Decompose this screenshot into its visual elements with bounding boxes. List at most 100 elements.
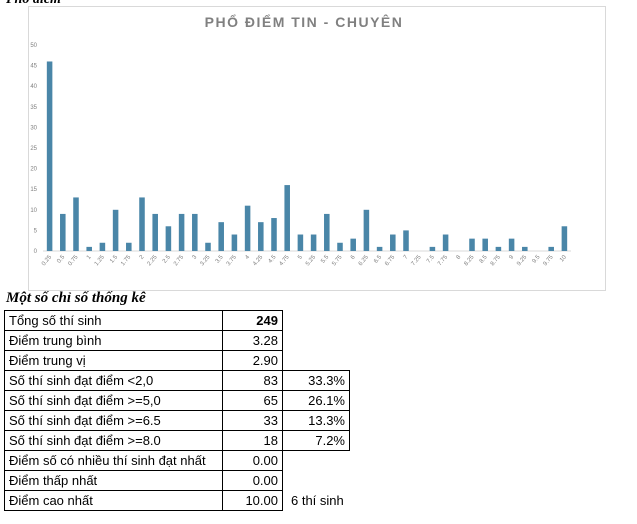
stat-label: Điểm cao nhất xyxy=(4,490,223,511)
stat-label: Số thí sinh đạt điểm >=5,0 xyxy=(4,390,223,411)
bar xyxy=(165,226,172,251)
stats-heading: Một số chỉ số thống kê xyxy=(6,290,146,306)
stat-value: 10.00 xyxy=(222,490,283,511)
x-axis: 0.25 0.5 0.75 1 1.25 1.5 1.75 2 2.25 2.5 2.75 3 3.25… xyxy=(41,254,568,267)
stat-value: 83 xyxy=(222,370,283,391)
stats-row: Số thí sinh đạt điểm >=8.0 18 7.2% xyxy=(4,430,350,451)
y-tick-label: 40 xyxy=(30,84,37,90)
stat-value: 0.00 xyxy=(222,450,283,471)
bar xyxy=(363,209,370,251)
stat-value: 18 xyxy=(222,430,283,451)
bar xyxy=(178,213,185,251)
stats-row: Điểm số có nhiều thí sinh đạt nhất 0.00 xyxy=(4,450,350,471)
x-tick-label: 3 xyxy=(192,254,199,261)
stat-label: Tổng số thí sinh xyxy=(4,310,223,331)
y-tick-label: 0 xyxy=(34,249,38,255)
x-tick-label: 0.5 xyxy=(56,254,66,265)
bar xyxy=(244,205,251,251)
stat-note: 6 thí sinh xyxy=(291,493,344,508)
x-tick-label: 6.5 xyxy=(373,254,383,265)
chart-container: PHỔ ĐIỂM TIN - CHUYÊN 0 5 10 15 20 25 30 35 40 45… xyxy=(28,6,606,291)
bar xyxy=(218,222,224,251)
x-tick-label: 5 xyxy=(297,254,304,261)
bar xyxy=(99,242,106,251)
bar xyxy=(258,222,264,251)
stat-label: Điểm trung vị xyxy=(4,350,223,371)
x-tick-label: 8.5 xyxy=(479,254,489,265)
stats-row: Số thí sinh đạt điểm >=6.5 33 13.3% xyxy=(4,410,350,431)
y-axis: 0 5 10 15 20 25 30 35 40 45 50 xyxy=(30,43,571,255)
bar xyxy=(284,185,290,251)
x-tick-label: 0.75 xyxy=(67,254,80,267)
stats-row: Điểm cao nhất 10.00 6 thí sinh xyxy=(4,490,350,511)
x-tick-label: 4 xyxy=(244,254,251,261)
stats-row: Điểm trung bình 3.28 xyxy=(4,330,350,351)
y-tick-label: 30 xyxy=(30,125,37,131)
x-tick-label: 1 xyxy=(86,254,93,261)
bar xyxy=(324,213,330,251)
bar xyxy=(495,246,502,251)
bar xyxy=(60,213,66,251)
x-tick-label: 8.25 xyxy=(463,254,476,267)
x-tick-label: 6 xyxy=(350,254,357,261)
empty-cell xyxy=(283,311,350,331)
stat-percent: 7.2% xyxy=(282,430,350,451)
bar xyxy=(152,213,158,251)
bar xyxy=(482,238,488,251)
x-tick-label: 6.25 xyxy=(358,254,371,267)
stats-row: Điểm thấp nhất 0.00 xyxy=(4,470,350,491)
x-tick-label: 2 xyxy=(139,254,146,261)
x-tick-label: 9.5 xyxy=(532,254,542,265)
x-tick-label: 7.5 xyxy=(426,254,436,265)
y-tick-label: 10 xyxy=(30,208,37,214)
stat-label: Điểm số có nhiều thí sinh đạt nhất xyxy=(4,450,223,471)
bar xyxy=(403,230,409,251)
x-tick-label: 3.25 xyxy=(199,254,212,267)
stats-row: Số thí sinh đạt điểm <2,0 83 33.3% xyxy=(4,370,350,391)
stats-row: Tổng số thí sinh 249 xyxy=(4,310,350,331)
stat-value: 0.00 xyxy=(222,470,283,491)
x-tick-label: 7.25 xyxy=(411,254,424,267)
bar xyxy=(46,61,53,252)
stats-row: Số thí sinh đạt điểm >=5,0 65 26.1% xyxy=(4,390,350,411)
x-tick-label: 1.25 xyxy=(94,254,107,267)
empty-cell xyxy=(283,451,350,471)
bar xyxy=(205,242,211,251)
x-tick-label: 7 xyxy=(403,254,410,261)
x-tick-label: 0.25 xyxy=(41,254,54,267)
x-tick-label: 4.25 xyxy=(252,254,265,267)
stat-label: Số thí sinh đạt điểm >=6.5 xyxy=(4,410,223,431)
x-tick-label: 5.5 xyxy=(320,254,330,265)
x-tick-label: 10 xyxy=(559,254,568,263)
bar xyxy=(126,242,132,251)
stat-label: Điểm thấp nhất xyxy=(4,470,223,491)
x-tick-label: 4.75 xyxy=(279,254,292,267)
bar xyxy=(112,209,119,251)
bar xyxy=(548,246,554,251)
x-tick-label: 1.75 xyxy=(120,254,133,267)
page-heading: Phổ điểm xyxy=(6,0,61,8)
x-tick-label: 5.75 xyxy=(331,254,344,267)
bar xyxy=(139,197,145,251)
x-tick-label: 4.5 xyxy=(268,254,278,265)
bar xyxy=(469,238,475,251)
stat-label: Điểm trung bình xyxy=(4,330,223,351)
y-tick-label: 35 xyxy=(30,105,37,111)
bar xyxy=(297,234,304,251)
x-tick-label: 5.25 xyxy=(305,254,318,267)
stats-row: Điểm trung vị 2.90 xyxy=(4,350,350,371)
stat-value: 249 xyxy=(222,310,283,331)
stat-percent: 26.1% xyxy=(282,390,350,411)
x-tick-label: 8 xyxy=(456,254,463,261)
x-tick-label: 3.75 xyxy=(226,254,239,267)
x-tick-label: 2.25 xyxy=(147,254,160,267)
bar xyxy=(231,234,238,251)
x-tick-label: 3.5 xyxy=(215,254,225,265)
x-tick-label: 9 xyxy=(508,254,515,261)
y-tick-label: 50 xyxy=(30,43,37,49)
bar xyxy=(390,234,396,251)
bars xyxy=(46,61,568,252)
x-tick-label: 7.75 xyxy=(437,254,450,267)
stats-table: Tổng số thí sinh 249 Điểm trung bình 3.28 Đi… xyxy=(4,310,350,511)
x-tick-label: 9.25 xyxy=(516,254,529,267)
